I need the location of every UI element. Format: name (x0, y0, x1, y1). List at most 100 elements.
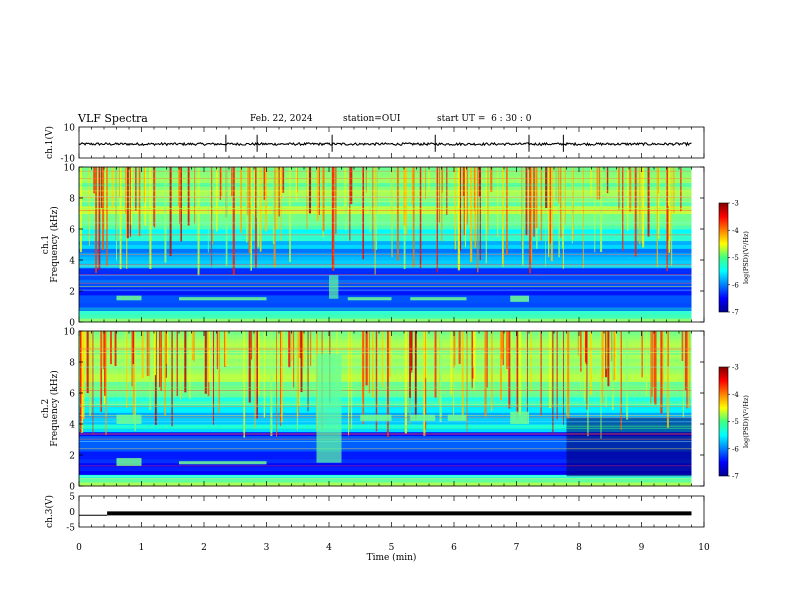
sferic-streak (254, 331, 256, 429)
y-tick-label: 6 (69, 390, 75, 400)
interference-line (79, 274, 692, 275)
spectrogram-band-ch2 (79, 369, 692, 375)
y-tick-label: 10 (64, 124, 76, 134)
sferic-streak (197, 167, 200, 276)
sferic-streak (302, 331, 305, 368)
sferic-streak (516, 331, 519, 419)
sferic-streak (110, 331, 112, 365)
sferic-streak (571, 167, 573, 244)
sferic-streak (132, 331, 135, 421)
sferic-streak (461, 331, 464, 420)
x-tick-label: 10 (698, 543, 710, 553)
sferic-streak (602, 331, 604, 378)
sferic-streak (579, 331, 582, 372)
colorbar-label: log(PSD)(V²/Hz) (742, 231, 750, 284)
sferic-streak (225, 167, 228, 266)
sferic-streak (193, 331, 195, 362)
spectrogram-band-ch1 (79, 190, 692, 195)
spectrogram-band-ch1 (79, 279, 692, 284)
spectrogram-band-ch2 (79, 466, 692, 471)
spectrogram-band-ch1 (79, 267, 692, 273)
sferic-streak (134, 331, 136, 432)
sferic-streak (438, 167, 440, 223)
y-axis-label: Frequency (kHz) (49, 206, 60, 283)
emission-band (179, 297, 267, 301)
interference-line (79, 265, 692, 267)
sferic-streak (149, 167, 152, 269)
sferic-streak (658, 167, 660, 239)
sferic-streak (192, 331, 195, 361)
sferic-streak (298, 331, 301, 359)
sferic-streak (207, 167, 209, 253)
sferic-streak (414, 331, 417, 420)
x-tick-label: 3 (264, 543, 270, 553)
ch1-waveform-trace (78, 141, 692, 147)
figure-title: VLF Spectra (78, 112, 148, 125)
spectrogram-band-ch2 (79, 396, 692, 402)
sferic-streak (180, 331, 182, 400)
sferic-streak (582, 331, 584, 399)
colorbar-ch2 (718, 366, 729, 477)
sferic-streak (100, 331, 103, 412)
emission-band (116, 414, 142, 424)
spectrogram-band-ch1 (79, 291, 692, 296)
interference-line (79, 441, 692, 442)
sferic-streak (607, 331, 610, 387)
spectrogram-band-ch1 (79, 182, 692, 187)
interference-line (79, 434, 692, 435)
interference-line (79, 475, 692, 477)
sferic-streak (684, 331, 687, 391)
sferic-streak (288, 331, 291, 368)
sferic-streak (453, 331, 455, 417)
sferic-streak (599, 167, 603, 253)
colorbar-label: log(PSD)(V²/Hz) (742, 395, 750, 448)
emission-band (447, 414, 467, 421)
sferic-streak (221, 167, 223, 198)
colorbar-tick-label: -3 (732, 200, 739, 208)
sferic-streak (547, 167, 550, 257)
sferic-streak (411, 167, 414, 204)
spectrogram-band-ch2 (79, 389, 692, 394)
sferic-streak (522, 167, 524, 266)
interference-line (79, 254, 692, 255)
sferic-streak (396, 167, 399, 261)
interference-line (79, 387, 692, 388)
interference-line (79, 222, 692, 224)
interference-line (79, 308, 692, 310)
sferic-streak (506, 167, 508, 256)
interference-line (79, 210, 692, 212)
sferic-streak (204, 331, 207, 394)
sferic-streak (530, 167, 533, 263)
sferic-streak (600, 331, 602, 439)
sferic-streak (257, 167, 260, 248)
spectrogram-band-ch1 (79, 186, 692, 191)
sferic-streak (126, 167, 128, 269)
sferic-streak (550, 167, 553, 262)
interference-line (79, 433, 692, 434)
interference-line (79, 366, 692, 368)
spectrogram-band-ch1 (79, 287, 692, 292)
spectrogram-band-ch2 (79, 408, 692, 413)
spectrogram-band-ch1 (79, 298, 692, 304)
sferic-streak (434, 331, 437, 398)
sferic-streak (474, 331, 476, 380)
sferic-streak (306, 167, 309, 197)
sferic-streak (349, 167, 351, 241)
interference-line (79, 448, 692, 450)
sferic-streak (641, 331, 643, 378)
sferic-streak (620, 331, 622, 431)
interference-line (79, 289, 692, 291)
interference-line (79, 425, 692, 427)
sferic-streak (169, 167, 172, 257)
spectrogram-band-ch2 (79, 373, 692, 378)
sferic-streak (656, 167, 658, 267)
sferic-streak (180, 167, 182, 242)
sferic-streak (279, 167, 282, 199)
y-axis-label: ch.3(V) (44, 495, 55, 528)
sferic-streak (332, 167, 335, 271)
sferic-streak (626, 331, 629, 420)
spectrogram-band-ch2 (79, 331, 692, 336)
spectrogram-band-ch2 (79, 365, 692, 371)
spectrogram-band-ch1 (79, 318, 692, 323)
emission-band (179, 461, 267, 465)
